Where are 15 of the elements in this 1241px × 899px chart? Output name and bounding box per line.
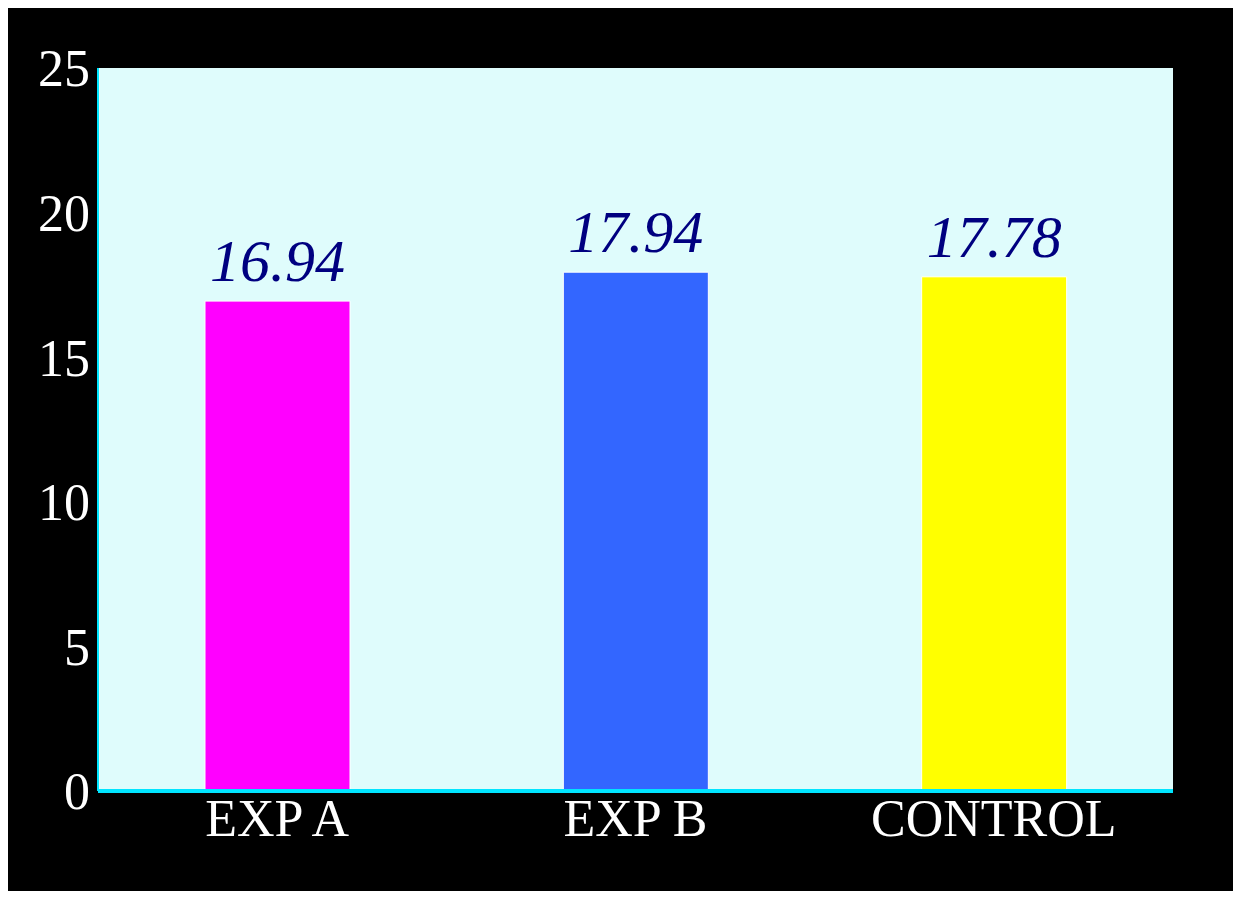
bar <box>204 300 351 791</box>
y-tick-label: 0 <box>64 763 90 821</box>
y-tick-label: 20 <box>38 185 90 243</box>
data-label: 16.94 <box>210 228 345 295</box>
data-label: 17.78 <box>926 203 1062 270</box>
x-tick-label: EXP A <box>205 789 350 847</box>
x-tick-label: CONTROL <box>871 789 1117 847</box>
bar <box>562 271 709 791</box>
y-tick-label: 10 <box>38 474 90 532</box>
x-tick-label: EXP B <box>563 789 708 847</box>
y-tick-label: 25 <box>38 40 90 98</box>
bar <box>921 276 1068 791</box>
data-label: 17.94 <box>568 199 704 266</box>
y-tick-label: 15 <box>38 329 90 387</box>
y-tick-label: 5 <box>64 618 90 676</box>
